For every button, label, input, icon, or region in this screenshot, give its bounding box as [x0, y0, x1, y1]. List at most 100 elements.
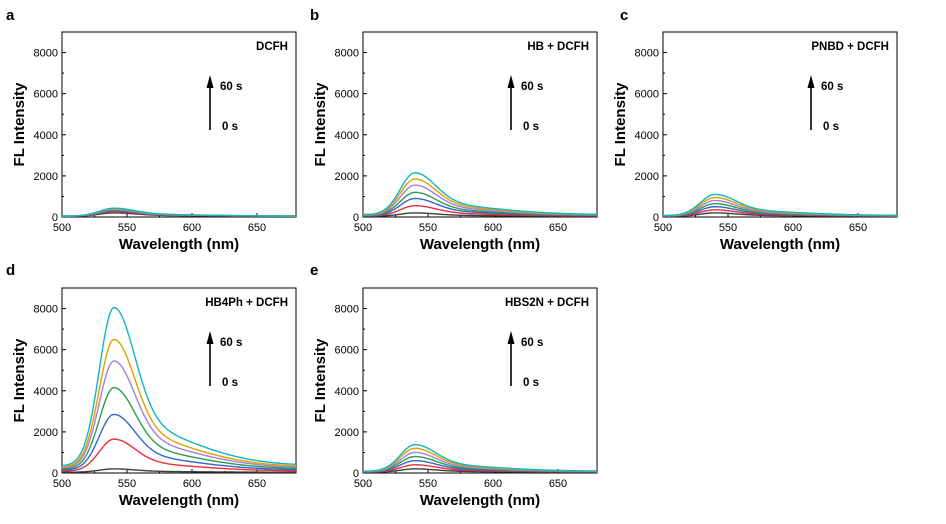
x-tick-label: 650 [849, 222, 867, 234]
panel-letter: c [620, 7, 628, 24]
arrow-bottom-label: 0 s [222, 377, 238, 389]
arrow-top-label: 60 s [521, 337, 543, 349]
y-tick-label: 4000 [34, 130, 58, 142]
y-tick-label: 4000 [335, 386, 359, 398]
x-tick-label: 600 [183, 222, 201, 234]
arrow-top-label: 60 s [220, 337, 242, 349]
y-tick-label: 4000 [635, 130, 659, 142]
y-tick-label: 0 [52, 212, 58, 224]
x-tick-label: 650 [549, 478, 567, 490]
y-axis-title: FL Intensity [612, 82, 629, 167]
series-line-60s [62, 207, 296, 217]
arrow-top-label: 60 s [821, 81, 843, 93]
y-tick-label: 6000 [34, 345, 58, 357]
x-axis-title: Wavelength (nm) [720, 236, 840, 253]
series-group [363, 172, 597, 217]
series-group [62, 207, 296, 217]
sample-label: PNBD + DCFH [811, 41, 889, 53]
x-tick-label: 550 [419, 478, 437, 490]
x-axis-title: Wavelength (nm) [119, 236, 239, 253]
x-tick-label: 550 [118, 222, 136, 234]
y-tick-label: 6000 [335, 89, 359, 101]
y-tick-label: 2000 [335, 171, 359, 183]
x-axis-title: Wavelength (nm) [119, 492, 239, 509]
series-line-20s [62, 413, 296, 471]
panel-letter: e [310, 262, 318, 279]
panel-a: a 500 550 600 650 0 2000 4000 6000 8000 Wavelength… [6, 7, 297, 253]
x-axis-title: Wavelength (nm) [420, 236, 540, 253]
y-tick-label: 8000 [34, 48, 58, 60]
x-tick-label: 500 [654, 222, 672, 234]
series-line-0s [62, 468, 296, 473]
x-tick-label: 500 [354, 222, 372, 234]
x-tick-label: 650 [549, 222, 567, 234]
series-line-60s [363, 443, 597, 472]
x-tick-label: 600 [784, 222, 802, 234]
arrow-bottom-label: 0 s [523, 121, 539, 133]
x-tick-label: 650 [248, 478, 266, 490]
x-tick-label: 500 [354, 478, 372, 490]
y-tick-label: 8000 [335, 304, 359, 316]
x-tick-label: 550 [419, 222, 437, 234]
sample-label: HB4Ph + DCFH [205, 297, 288, 309]
time-arrow-head [206, 75, 214, 88]
time-arrow-head [507, 75, 515, 88]
y-tick-label: 4000 [34, 386, 58, 398]
sample-label: HB + DCFH [527, 41, 589, 53]
series-line-30s [62, 386, 296, 470]
series-group [363, 443, 597, 473]
panel-letter: b [310, 7, 319, 24]
time-arrow-head [507, 331, 515, 344]
time-arrow-head [206, 331, 214, 344]
plot-frame [362, 31, 598, 218]
panel-d: d 500 550 600 650 0 2000 4000 6000 8000 Wavelength… [6, 262, 297, 509]
series-line-40s [62, 360, 296, 469]
x-tick-label: 600 [484, 222, 502, 234]
series-line-60s [62, 306, 296, 467]
y-tick-label: 0 [653, 212, 659, 224]
y-axis-title: FL Intensity [312, 82, 329, 167]
plot-frame [362, 287, 598, 474]
y-axis-title: FL Intensity [312, 338, 329, 423]
panel-letter: d [6, 262, 15, 279]
arrow-top-label: 60 s [220, 81, 242, 93]
panel-c: c 500 550 600 650 0 2000 4000 6000 8000 Wavelength… [612, 7, 898, 253]
y-tick-label: 2000 [34, 427, 58, 439]
series-group [663, 193, 897, 217]
y-tick-label: 6000 [635, 89, 659, 101]
sample-label: DCFH [256, 41, 288, 53]
x-tick-label: 500 [53, 222, 71, 234]
plot-frame [662, 31, 898, 218]
y-tick-label: 0 [353, 212, 359, 224]
y-tick-label: 6000 [335, 345, 359, 357]
x-tick-label: 500 [53, 478, 71, 490]
y-tick-label: 2000 [335, 427, 359, 439]
series-line-50s [62, 338, 296, 468]
arrow-top-label: 60 s [521, 81, 543, 93]
y-tick-label: 0 [353, 468, 359, 480]
series-line-60s [363, 172, 597, 216]
x-tick-label: 600 [183, 478, 201, 490]
y-tick-label: 8000 [335, 48, 359, 60]
y-tick-label: 2000 [34, 171, 58, 183]
plot-frame [61, 287, 297, 474]
arrow-bottom-label: 0 s [222, 121, 238, 133]
panel-b: b 500 550 600 650 0 2000 4000 6000 8000 Wavelength… [310, 7, 598, 253]
y-axis-title: FL Intensity [11, 338, 28, 423]
y-tick-label: 4000 [335, 130, 359, 142]
sample-label: HBS2N + DCFH [505, 297, 589, 309]
y-tick-label: 0 [52, 468, 58, 480]
plot-frame [61, 31, 297, 218]
panel-letter: a [6, 7, 15, 24]
series-line-10s [62, 438, 296, 472]
x-tick-label: 600 [484, 478, 502, 490]
series-line-60s [663, 193, 897, 217]
y-tick-label: 8000 [635, 48, 659, 60]
y-axis-title: FL Intensity [11, 82, 28, 167]
x-tick-label: 550 [118, 478, 136, 490]
y-tick-label: 6000 [34, 89, 58, 101]
y-tick-label: 8000 [34, 304, 58, 316]
y-tick-label: 2000 [635, 171, 659, 183]
series-group [62, 306, 296, 473]
